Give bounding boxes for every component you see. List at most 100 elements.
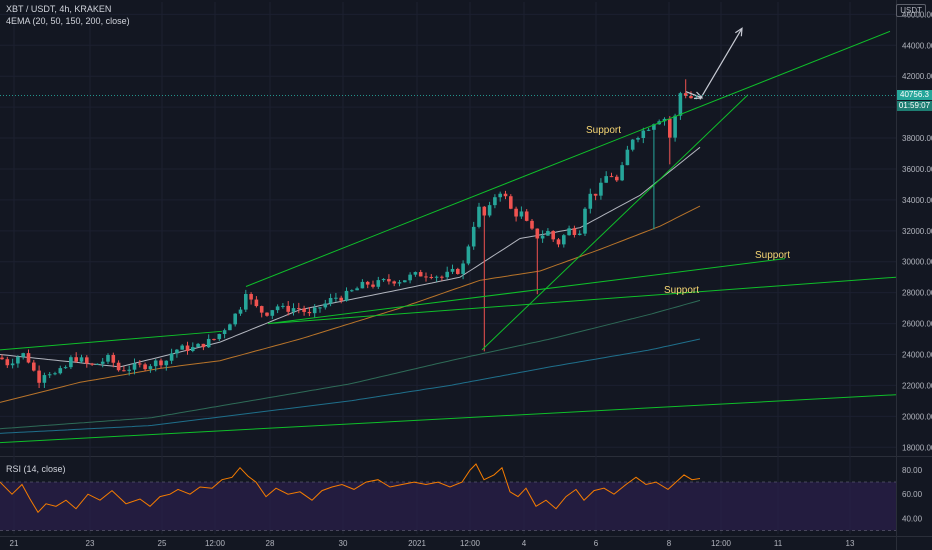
time-tick-label: 13 <box>846 539 855 548</box>
price-tick-label: 38000.00 <box>902 134 932 143</box>
candle-body <box>222 330 227 335</box>
trendline <box>267 276 897 325</box>
candle-body <box>32 362 36 371</box>
candle-body <box>689 95 693 99</box>
candle-body <box>169 353 174 361</box>
candle-body <box>562 235 566 245</box>
candle-body <box>42 375 47 383</box>
candle-body <box>392 281 396 284</box>
price-tick-label: 46000.00 <box>902 10 932 19</box>
rsi-line <box>0 463 701 514</box>
support-label-3: Support <box>664 285 699 296</box>
candle-body <box>291 308 296 312</box>
time-tick-label: 12:00 <box>205 539 226 548</box>
candle-body <box>551 231 555 240</box>
candle-body <box>95 363 100 365</box>
candle-body <box>493 197 497 206</box>
candle-body <box>471 226 476 247</box>
candle-body <box>53 373 57 375</box>
candle-body <box>662 118 667 122</box>
candle-body <box>191 347 195 351</box>
candle-body <box>259 306 264 313</box>
candle-body <box>238 309 243 314</box>
price-tick-label: 42000.00 <box>902 72 932 81</box>
candle-body <box>540 235 545 239</box>
currency-badge[interactable]: USDT <box>896 4 926 17</box>
ema150-line <box>0 299 701 430</box>
candle-body <box>47 374 52 376</box>
time-tick-label: 23 <box>86 539 95 548</box>
candle-body <box>111 355 116 363</box>
candles <box>0 79 699 389</box>
candle-body <box>233 313 237 325</box>
price-tick-label: 32000.00 <box>902 227 932 236</box>
candle-body <box>132 363 137 370</box>
time-tick-label: 25 <box>158 539 167 548</box>
candle-body <box>498 193 502 198</box>
candle-body <box>37 370 41 383</box>
candle-body <box>58 368 63 374</box>
candle-body <box>5 359 10 366</box>
candle-body <box>217 334 222 340</box>
candle-body <box>344 290 349 301</box>
candle-body <box>652 124 656 130</box>
candle-body <box>180 345 184 350</box>
rsi-tick-label: 80.00 <box>902 466 923 475</box>
candle-body <box>275 306 280 311</box>
candle-body <box>524 211 529 221</box>
support-label-1: Support <box>586 125 621 136</box>
time-tick-label: 6 <box>594 539 599 548</box>
candle-body <box>514 208 518 217</box>
arrow-head <box>693 91 704 100</box>
candle-body <box>387 279 391 282</box>
candle-body <box>16 356 20 364</box>
candle-body <box>254 299 259 307</box>
candle-body <box>641 130 646 139</box>
arrows <box>685 27 743 100</box>
time-tick-label: 11 <box>774 539 783 548</box>
time-tick-label: 4 <box>522 539 527 548</box>
price-tick-label: 26000.00 <box>902 320 932 329</box>
candle-body <box>138 363 142 365</box>
candle-body <box>0 357 4 360</box>
rsi-series <box>0 463 701 514</box>
candle-body <box>466 246 471 264</box>
candle-body <box>456 268 460 274</box>
candle-body <box>403 280 407 283</box>
candle-body <box>673 115 677 138</box>
candle-body <box>286 305 290 312</box>
candle-body <box>546 231 550 236</box>
candle-body <box>175 349 179 354</box>
candle-body <box>678 93 683 116</box>
candle-body <box>159 360 163 366</box>
candle-body <box>297 308 301 310</box>
candle-body <box>201 343 206 348</box>
candle-body <box>355 288 359 291</box>
arrow-head <box>735 27 743 37</box>
price-tick-label: 22000.00 <box>902 381 932 390</box>
candle-body <box>615 176 619 181</box>
candle-body <box>350 290 354 292</box>
candle-body <box>418 272 423 277</box>
candle-body <box>63 367 68 369</box>
arrow-shaft <box>699 27 743 100</box>
candle-body <box>185 345 190 351</box>
last-price-tag: 40756.3 <box>897 90 932 101</box>
candle-body <box>371 284 375 287</box>
candle-body <box>397 282 402 284</box>
candle-body <box>148 366 153 370</box>
price-tick-label: 20000.00 <box>902 412 932 421</box>
price-tick-label: 18000.00 <box>902 443 932 452</box>
support-label-2: Support <box>755 250 790 261</box>
candle-body <box>334 297 338 299</box>
rsi-tick-label: 60.00 <box>902 490 923 499</box>
candle-body <box>625 149 630 166</box>
candle-body <box>10 363 15 366</box>
candle-body <box>26 353 31 363</box>
candle-body <box>567 228 571 236</box>
candle-body <box>461 263 465 274</box>
time-tick-label: 30 <box>339 539 348 548</box>
candle-body <box>69 357 73 368</box>
